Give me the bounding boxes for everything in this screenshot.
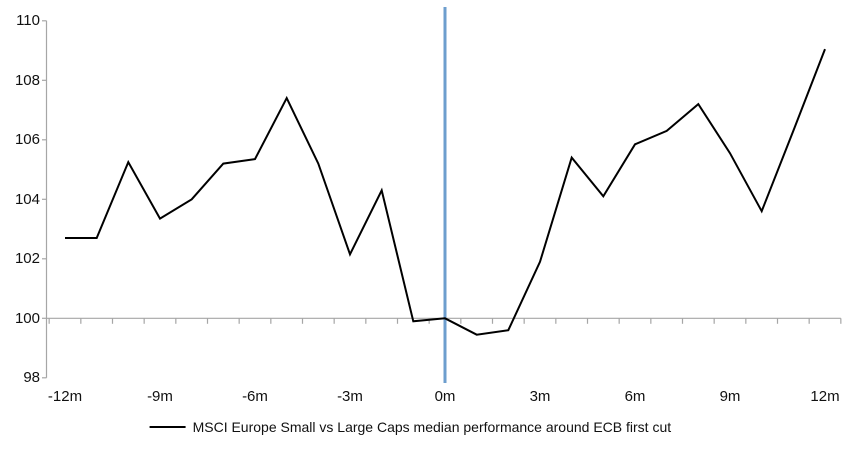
legend-line-sample-icon (149, 426, 186, 428)
series-line-msci-small-vs-large (65, 48, 826, 336)
y-axis-tick-label: 98 (23, 369, 40, 387)
x-axis-tick-label: 6m (624, 388, 646, 405)
x-axis-tick-label: -12m (47, 388, 83, 405)
y-axis-tick-label: 100 (14, 309, 40, 327)
y-axis-tick-label: 110 (16, 12, 40, 30)
y-axis-tick-label: 104 (14, 190, 40, 208)
y-axis-tick-label: 108 (14, 71, 40, 89)
x-axis-tick-label: 12m (810, 388, 840, 405)
x-axis-tick-label: 9m (719, 388, 741, 405)
x-axis-tick-label: -9m (147, 388, 173, 405)
legend: MSCI Europe Small vs Large Caps median p… (149, 419, 672, 435)
x-axis-tick-label: 3m (529, 388, 551, 405)
x-axis-tick-label: -6m (242, 388, 268, 405)
y-axis-tick-label: 102 (14, 250, 40, 268)
x-axis-tick-label: -3m (337, 388, 363, 405)
y-axis-tick-label: 106 (14, 131, 40, 149)
legend-label: MSCI Europe Small vs Large Caps median p… (192, 419, 672, 435)
x-axis-tick-label: 0m (434, 388, 456, 405)
